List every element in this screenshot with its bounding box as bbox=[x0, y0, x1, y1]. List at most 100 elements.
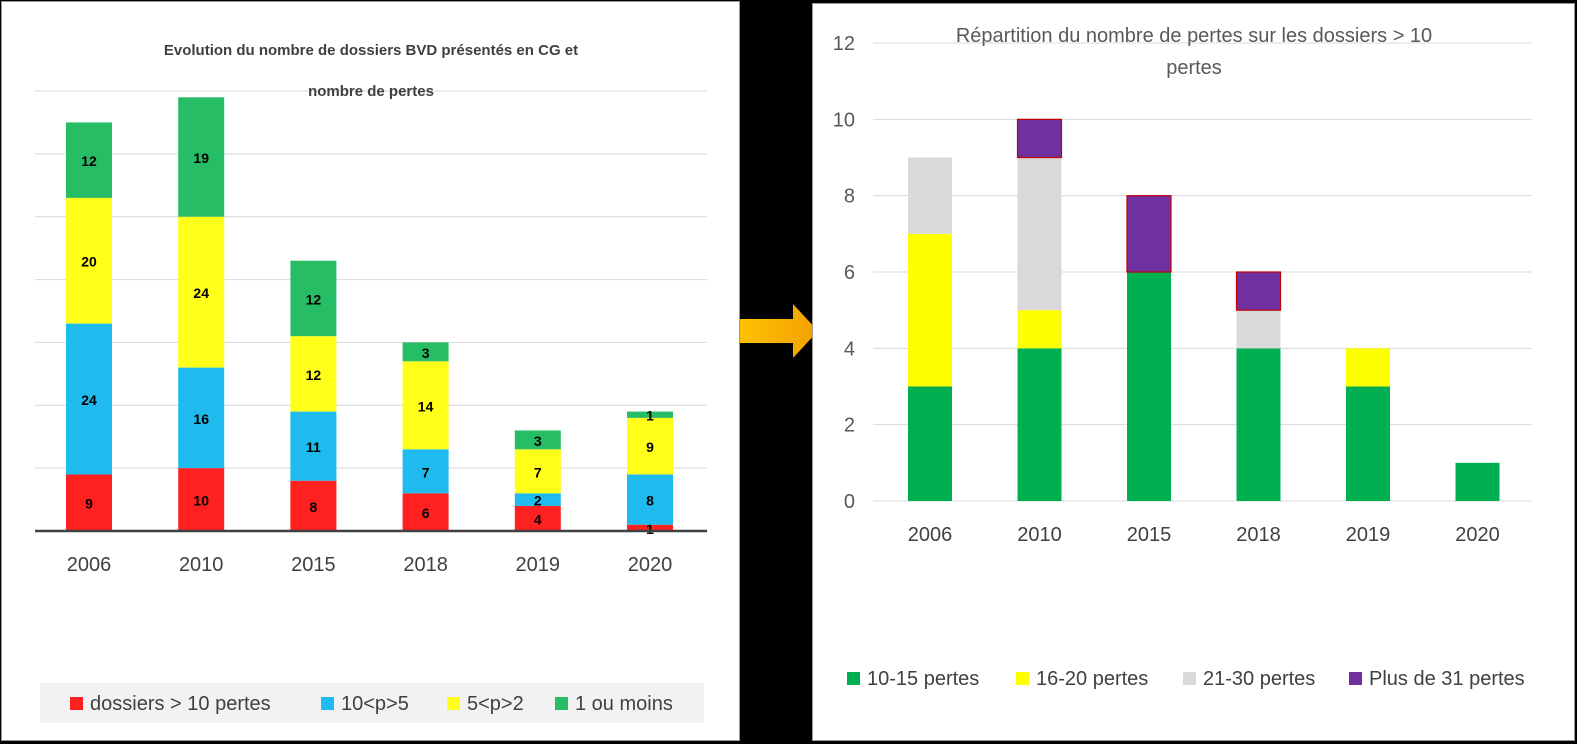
data-label: 8 bbox=[646, 493, 654, 509]
data-label: 14 bbox=[418, 398, 434, 414]
data-label: 1 bbox=[646, 408, 654, 424]
bar-2006-series-0 bbox=[66, 474, 112, 531]
bar-2006-series-2 bbox=[908, 157, 952, 234]
bar-2019-series-3 bbox=[514, 430, 561, 450]
bar-2006-series-1 bbox=[908, 233, 952, 387]
y-tick-label: 6 bbox=[844, 262, 855, 284]
x-tick-label: 2019 bbox=[1346, 524, 1391, 546]
bar-2010-series-0 bbox=[178, 468, 225, 531]
data-label: 12 bbox=[81, 153, 97, 169]
x-tick-label: 2015 bbox=[291, 554, 336, 576]
data-label: 11 bbox=[306, 439, 321, 455]
bar-2010-series-2 bbox=[1017, 157, 1062, 311]
x-tick-label: 2010 bbox=[1017, 524, 1062, 546]
y-tick-label: 8 bbox=[844, 186, 855, 208]
legend-label: Plus de 31 pertes bbox=[1369, 668, 1525, 690]
bar-2020-series-0 bbox=[1455, 462, 1500, 501]
y-tick-label: 10 bbox=[833, 109, 855, 131]
data-label: 9 bbox=[646, 439, 654, 455]
data-label: 10 bbox=[193, 493, 209, 509]
legend-background bbox=[40, 683, 704, 723]
bar-2019-series-1 bbox=[514, 493, 561, 506]
left-chart: 9242012200610162419201081112122015671432… bbox=[35, 42, 707, 723]
x-tick-label: 2006 bbox=[67, 554, 112, 576]
bar-2018-series-0 bbox=[402, 493, 449, 531]
data-label: 3 bbox=[422, 345, 430, 361]
x-tick-label: 2020 bbox=[1455, 524, 1500, 546]
legend-label: 1 ou moins bbox=[575, 693, 673, 715]
data-label: 2 bbox=[534, 493, 542, 509]
bar-2015-series-3 bbox=[1126, 195, 1172, 273]
x-tick-label: 2006 bbox=[908, 524, 953, 546]
legend-swatch bbox=[70, 697, 83, 710]
bar-2020-series-3 bbox=[627, 411, 673, 418]
bar-2010-series-1 bbox=[1017, 310, 1062, 349]
data-label: 8 bbox=[310, 499, 318, 515]
bar-2015-series-2 bbox=[290, 336, 337, 412]
bar-2018-series-1 bbox=[402, 449, 449, 494]
x-tick-label: 2018 bbox=[403, 554, 448, 576]
bar-2015-series-0 bbox=[290, 480, 337, 531]
bar-2019-series-0 bbox=[1346, 386, 1390, 501]
legend-swatch bbox=[447, 697, 460, 710]
bar-2006-series-2 bbox=[66, 197, 112, 324]
y-tick-label: 0 bbox=[844, 491, 855, 513]
legend-swatch bbox=[321, 697, 334, 710]
right-chart-panel: 0 2 4 6 8 10 12 2006 2010 2015 2018 2019 2020 Réparti… bbox=[812, 3, 1575, 741]
bar-2010-series-3 bbox=[1016, 118, 1063, 159]
data-label: 20 bbox=[81, 254, 97, 270]
bar-2018-series-2 bbox=[1236, 310, 1281, 349]
x-tick-label: 2010 bbox=[179, 554, 224, 576]
data-label: 12 bbox=[306, 291, 322, 307]
data-label: 4 bbox=[534, 511, 542, 527]
data-label: 24 bbox=[81, 392, 97, 408]
chart-title: Evolution du nombre de dossiers BVD prés… bbox=[164, 42, 578, 59]
bar-2018-series-2 bbox=[402, 361, 449, 450]
y-tick-label: 2 bbox=[844, 415, 855, 437]
bar-2020-series-2 bbox=[627, 417, 673, 475]
bar-2020-series-0 bbox=[627, 524, 673, 531]
legend-label: dossiers > 10 pertes bbox=[90, 693, 271, 715]
bar-2006-series-0 bbox=[908, 386, 952, 501]
data-label: 16 bbox=[193, 411, 209, 427]
legend-label: 5<p>2 bbox=[467, 693, 524, 715]
y-tick-label: 12 bbox=[833, 33, 855, 55]
left-chart-panel: 9 24 20 12 2006 10 16 24 19 2010 8 11 12 12 2015 6 7 14 3 2… bbox=[1, 1, 740, 741]
legend-label: 10-15 pertes bbox=[867, 668, 979, 690]
bar-2015-series-0 bbox=[1127, 272, 1171, 501]
bar-2020-series-1 bbox=[627, 474, 673, 525]
legend-swatch bbox=[1183, 672, 1196, 685]
data-label: 7 bbox=[534, 464, 542, 480]
right-chart: 0 2 4 6 8 10 12 2006 2010 2015 2018 2019 2020 Réparti… bbox=[833, 25, 1532, 690]
legend-label: 16-20 pertes bbox=[1036, 668, 1148, 690]
data-label: 12 bbox=[306, 367, 322, 383]
bar-2018-series-3 bbox=[1235, 271, 1282, 311]
data-label: 24 bbox=[193, 285, 209, 301]
y-tick-label: 4 bbox=[844, 338, 855, 360]
bar-2019-series-1 bbox=[1346, 348, 1390, 387]
bar-2019-series-2 bbox=[514, 449, 561, 494]
chart-title-line2: nombre de pertes bbox=[308, 83, 434, 100]
data-label: 6 bbox=[422, 505, 430, 521]
legend-swatch bbox=[847, 672, 860, 685]
legend-label: 10<p>5 bbox=[341, 693, 409, 715]
bar-2010-series-1 bbox=[178, 367, 225, 469]
bar-2018-series-0 bbox=[1236, 348, 1281, 501]
bar-2015-series-1 bbox=[290, 411, 337, 481]
legend-swatch bbox=[555, 697, 568, 710]
legend-label: 21-30 pertes bbox=[1203, 668, 1315, 690]
bar-2010-series-3 bbox=[178, 97, 225, 217]
data-label: 7 bbox=[422, 464, 430, 480]
legend-swatch bbox=[1349, 672, 1362, 685]
x-tick-label: 2019 bbox=[516, 554, 561, 576]
bar-2010-series-0 bbox=[1017, 348, 1062, 501]
chart-title: Répartition du nombre de pertes sur les … bbox=[956, 25, 1432, 47]
legend-swatch bbox=[1016, 672, 1029, 685]
bar-2010-series-2 bbox=[178, 216, 225, 368]
data-label: 1 bbox=[646, 521, 654, 537]
data-label: 3 bbox=[534, 433, 542, 449]
data-label: 9 bbox=[85, 496, 93, 512]
x-tick-label: 2020 bbox=[628, 554, 673, 576]
bar-2018-series-3 bbox=[402, 342, 449, 362]
bar-2019-series-0 bbox=[514, 505, 561, 531]
